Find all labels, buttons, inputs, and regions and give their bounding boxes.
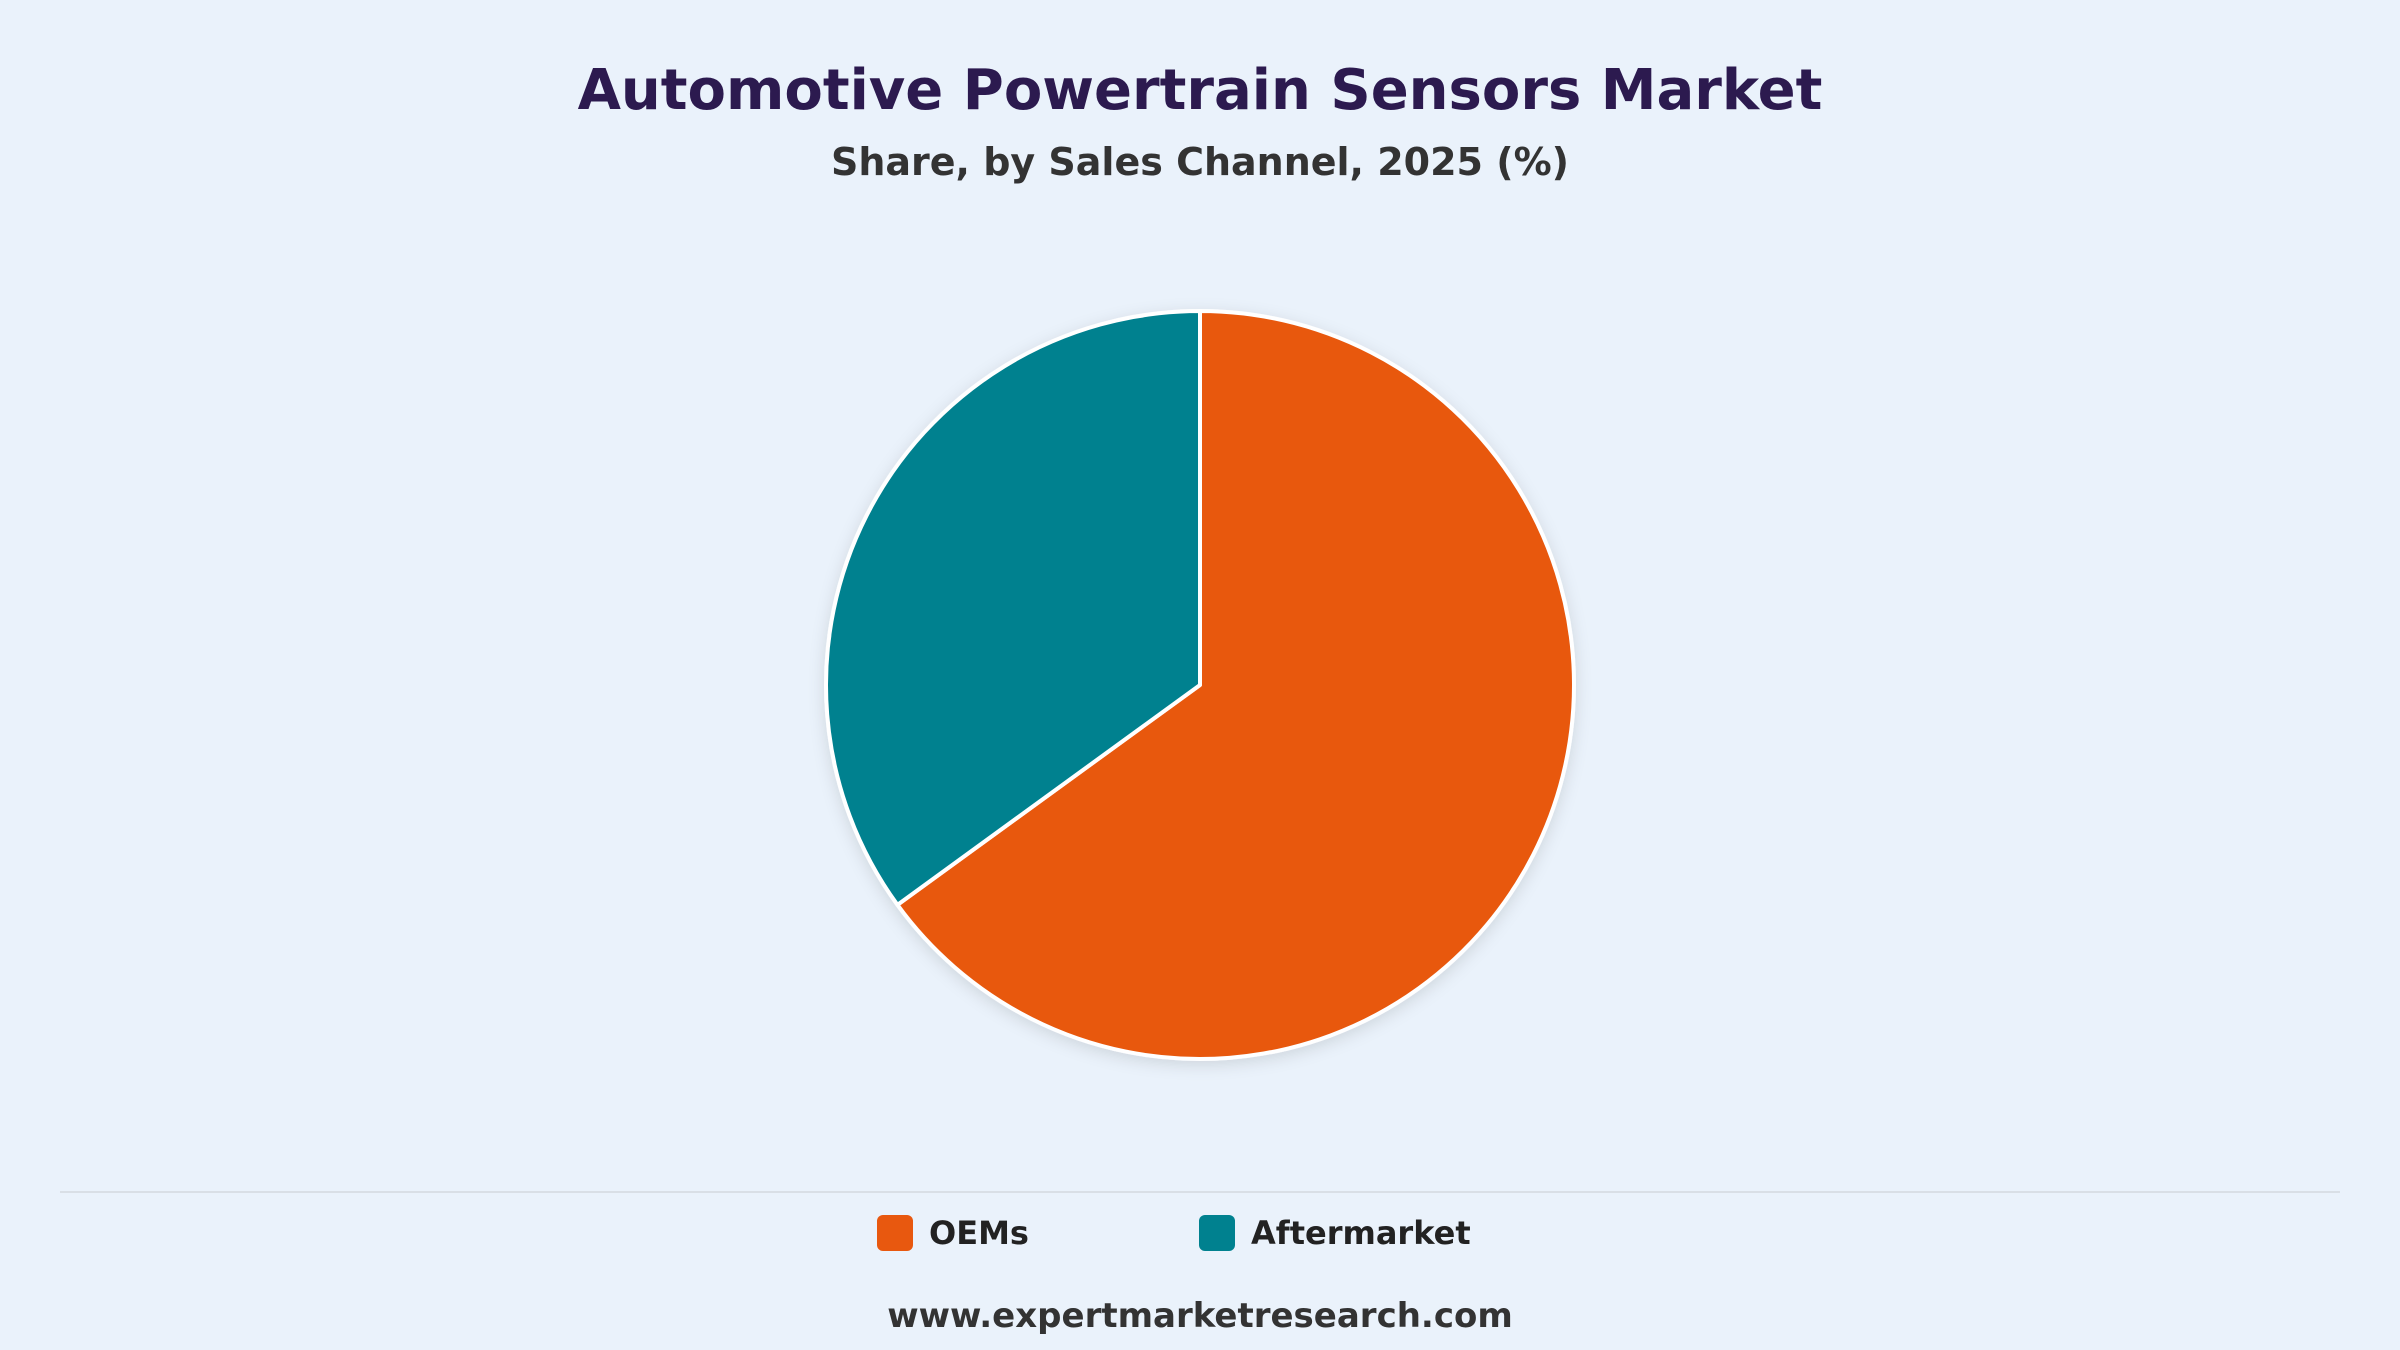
pie-slice-oems[interactable]	[895, 309, 1576, 1061]
chart-title: Automotive Powertrain Sensors Market	[577, 58, 1823, 123]
legend-swatch-oems	[877, 1215, 913, 1251]
pie-slices-group	[824, 309, 1576, 1061]
pie-slice-aftermarket[interactable]	[824, 309, 1202, 907]
legend: OEMs Aftermarket	[0, 1208, 2400, 1258]
legend-swatch-aftermarket	[1199, 1215, 1235, 1251]
source-footer: www.expertmarketresearch.com	[887, 1296, 1513, 1336]
chart-subtitle: Share, by Sales Channel, 2025 (%)	[830, 140, 1570, 184]
legend-item-oems[interactable]: OEMs	[877, 1208, 1029, 1258]
legend-divider	[60, 1191, 2340, 1193]
legend-label-oems: OEMs	[929, 1214, 1029, 1252]
legend-label-aftermarket: Aftermarket	[1251, 1214, 1471, 1252]
legend-item-aftermarket[interactable]: Aftermarket	[1199, 1208, 1471, 1258]
